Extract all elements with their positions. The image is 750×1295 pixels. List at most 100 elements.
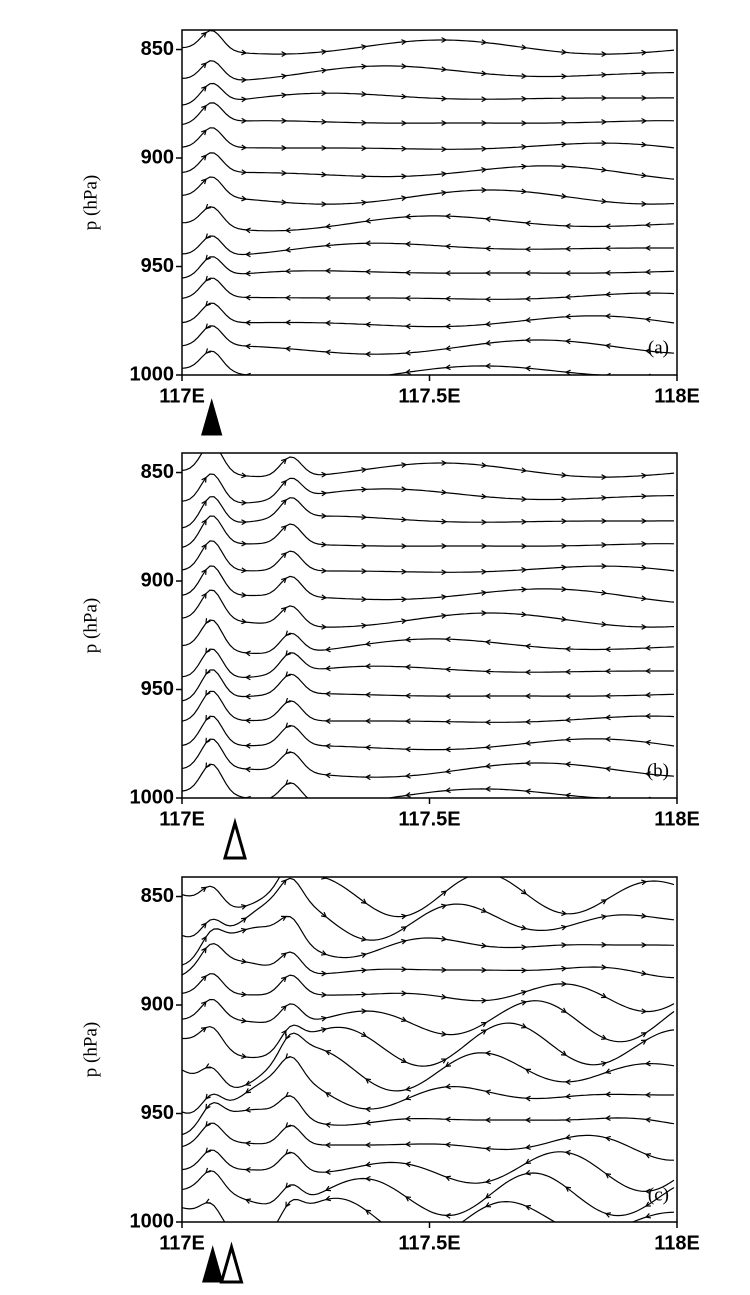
arrowhead	[205, 323, 211, 330]
arrowhead	[364, 1161, 371, 1168]
arrowhead	[246, 1237, 251, 1242]
arrowhead	[441, 967, 448, 973]
arrowhead	[205, 737, 211, 744]
arrowhead	[321, 118, 328, 125]
arrowhead	[404, 692, 411, 699]
arrowhead	[280, 915, 288, 921]
streamline	[182, 540, 675, 573]
arrowhead	[404, 369, 411, 375]
arrowhead	[641, 970, 648, 977]
arrowhead	[281, 199, 288, 206]
arrowhead	[364, 663, 371, 670]
streamline	[182, 496, 674, 529]
arrowhead	[604, 343, 611, 349]
arrowhead	[564, 668, 571, 675]
arrowhead	[241, 904, 248, 910]
arrowhead	[601, 474, 608, 481]
arrowhead	[441, 95, 448, 102]
streamline	[182, 1122, 674, 1161]
arrowhead	[481, 519, 488, 526]
arrowhead	[361, 119, 368, 126]
arrowhead	[404, 1115, 411, 1122]
arrowhead	[205, 254, 211, 261]
arrowhead	[444, 1175, 452, 1182]
arrowhead	[361, 967, 368, 974]
arrowhead	[481, 942, 488, 949]
arrowhead	[404, 349, 411, 356]
arrowhead	[561, 965, 568, 972]
arrowhead	[241, 991, 248, 998]
arrowhead	[241, 540, 248, 547]
arrowhead	[361, 44, 368, 50]
arrowhead	[324, 718, 331, 725]
streamline	[182, 102, 675, 126]
arrowhead	[244, 343, 251, 350]
arrowhead	[521, 73, 528, 80]
arrowhead	[601, 964, 608, 971]
arrowhead	[641, 70, 648, 77]
arrowhead	[441, 935, 448, 942]
arrowhead	[324, 691, 331, 697]
streamline	[182, 30, 675, 55]
arrowhead	[404, 718, 411, 725]
arrowhead	[401, 486, 408, 493]
arrowhead	[285, 722, 291, 729]
arrowhead	[524, 669, 531, 676]
arrowhead	[521, 586, 528, 593]
arrowhead	[601, 621, 608, 628]
streamline	[182, 915, 675, 966]
arrowhead	[561, 518, 568, 525]
arrowhead	[524, 1169, 531, 1176]
arrowhead	[285, 748, 291, 755]
streamlines	[182, 453, 675, 798]
y-tick-label: 950	[141, 1102, 174, 1124]
arrowhead	[485, 1193, 492, 1199]
arrowhead	[601, 941, 608, 948]
arrowhead	[324, 1185, 332, 1192]
arrowhead	[284, 345, 291, 352]
arrowhead	[404, 792, 411, 798]
arrowhead	[604, 1115, 611, 1121]
arrowhead	[285, 1149, 291, 1155]
arrowhead	[244, 1166, 251, 1173]
arrowhead	[204, 1063, 212, 1069]
arrowhead	[441, 120, 448, 126]
arrowhead	[321, 1015, 328, 1022]
arrowhead	[200, 1026, 208, 1033]
arrowhead	[205, 647, 211, 654]
streamline	[182, 648, 674, 679]
streamline	[182, 82, 674, 106]
arrowhead	[360, 952, 368, 958]
streamline	[182, 302, 675, 328]
arrowhead	[484, 744, 491, 750]
arrowhead	[324, 772, 331, 779]
arrowhead	[324, 1092, 332, 1098]
arrowhead	[484, 363, 491, 369]
arrowhead	[520, 889, 528, 895]
x-tick-label: 117.5E	[398, 1232, 460, 1254]
arrowhead	[641, 117, 648, 124]
arrowhead	[561, 95, 568, 102]
arrowhead	[201, 104, 207, 111]
arrowhead	[564, 223, 571, 229]
arrowhead	[641, 141, 648, 148]
arrowhead	[521, 543, 528, 550]
arrowhead	[364, 691, 371, 698]
arrowhead	[441, 171, 448, 177]
arrowhead	[324, 320, 331, 326]
arrowhead	[205, 762, 211, 769]
arrowhead	[521, 120, 528, 127]
arrowhead	[361, 173, 368, 180]
arrowhead	[364, 351, 371, 358]
streamline	[182, 453, 675, 478]
arrowhead	[644, 221, 651, 228]
arrowhead	[244, 319, 251, 326]
arrowhead	[404, 269, 411, 276]
arrowhead	[240, 927, 248, 934]
x-tick-label: 117E	[159, 1232, 205, 1254]
arrowhead	[484, 296, 491, 303]
panel-label: (b)	[647, 760, 669, 781]
arrowhead	[285, 697, 291, 704]
arrowhead	[401, 93, 408, 100]
arrowhead	[284, 319, 291, 326]
